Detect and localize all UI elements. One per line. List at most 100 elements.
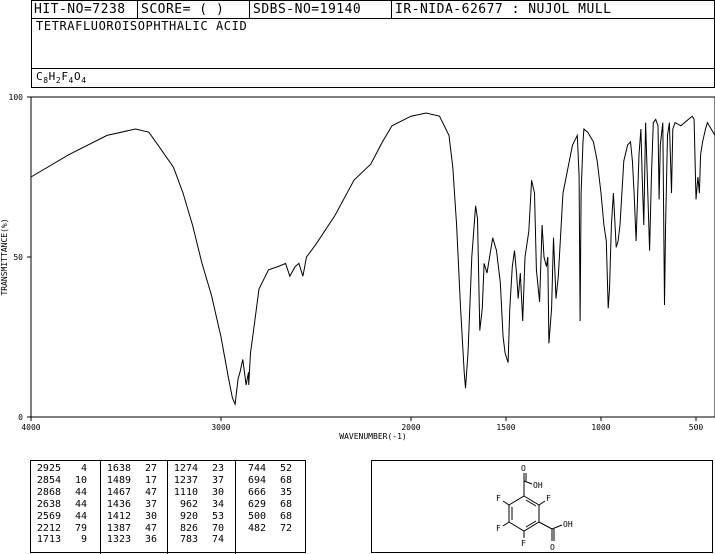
peak-row: 629 68	[238, 499, 292, 511]
peak-transmittance: 37	[211, 474, 224, 486]
peak-transmittance: 30	[144, 510, 157, 522]
header-divider	[31, 18, 715, 19]
peak-row: 1436 37	[103, 499, 157, 511]
peak-row: 1274 23	[170, 463, 224, 475]
peak-transmittance: 35	[279, 486, 292, 498]
atom-label: OH	[563, 520, 573, 529]
atom-label: F	[546, 494, 551, 503]
peak-row: 2638 44	[33, 499, 87, 511]
benzene-ring	[508, 495, 540, 532]
peak-row: 744 52	[238, 463, 292, 475]
structure-drawing: O OH F F F F O OH	[496, 464, 573, 552]
header-divider	[137, 1, 138, 18]
peak-transmittance: 72	[279, 522, 292, 534]
peak-transmittance: 79	[74, 522, 87, 534]
peak-wavenumber: 2569	[36, 510, 61, 522]
peak-row: 500 68	[238, 511, 292, 523]
atom-label: O	[521, 464, 526, 473]
peak-transmittance: 34	[211, 498, 224, 510]
peak-transmittance: 17	[144, 474, 157, 486]
atom-label: F	[496, 494, 501, 503]
peak-row: 1237 37	[170, 475, 224, 487]
inner-bond	[525, 499, 537, 507]
x-axis-label: WAVENUMBER(-1)	[339, 432, 406, 441]
peak-wavenumber: 1638	[106, 463, 131, 474]
peak-transmittance: 53	[211, 510, 224, 522]
peak-wavenumber: 2212	[36, 522, 61, 534]
peak-transmittance: 4	[80, 463, 87, 474]
table-divider	[167, 461, 168, 554]
inner-bond	[525, 520, 537, 528]
sdbs-number: SDBS-NO=19140	[253, 2, 362, 17]
peak-row: 1467 47	[103, 487, 157, 499]
peak-row: 1387 47	[103, 523, 157, 535]
peak-wavenumber: 1489	[106, 474, 131, 486]
atom-label: F	[521, 539, 526, 548]
peak-transmittance: 52	[279, 463, 292, 474]
ir-code: IR-NIDA-62677 : NUJOL MULL	[395, 2, 612, 17]
peak-transmittance: 23	[211, 463, 224, 474]
peak-table: 2925 4 2854 10 2868 44 2638 44 2569 44 2212 79 1713 9…	[30, 460, 306, 554]
peak-transmittance: 47	[144, 522, 157, 534]
table-divider	[100, 461, 101, 554]
x-axis-ticks: 4000 3000 2000 1500 1000 500	[21, 417, 703, 432]
bond	[551, 524, 563, 530]
peak-wavenumber: 629	[247, 498, 266, 510]
peak-transmittance: 70	[211, 522, 224, 534]
peak-row: 1110 30	[170, 487, 224, 499]
peak-wavenumber: 1110	[173, 486, 198, 498]
hit-number: HIT-NO=7238	[34, 2, 126, 17]
peak-transmittance: 68	[279, 498, 292, 510]
peak-row: 2212 79	[33, 523, 87, 535]
y-axis-ticks: 0 50 100	[9, 93, 31, 422]
peak-row: 666 35	[238, 487, 292, 499]
peak-wavenumber: 962	[179, 498, 198, 510]
peak-row: 2925 4	[33, 463, 87, 475]
peak-wavenumber: 1467	[106, 486, 131, 498]
peak-row: 1412 30	[103, 511, 157, 523]
compound-formula: C8H2F4O4	[36, 70, 87, 86]
x-tick-label: 1000	[591, 423, 610, 432]
x-tick-label: 4000	[21, 423, 40, 432]
peak-wavenumber: 1387	[106, 522, 131, 534]
header-divider	[31, 68, 715, 69]
x-tick-label: 3000	[211, 423, 230, 432]
peak-transmittance: 27	[144, 463, 157, 474]
peak-wavenumber: 920	[179, 510, 198, 522]
peak-wavenumber: 2868	[36, 486, 61, 498]
table-divider	[235, 461, 236, 554]
peak-transmittance: 47	[144, 486, 157, 498]
peak-row: 962 34	[170, 499, 224, 511]
header-divider	[391, 1, 392, 18]
peak-row: 920 53	[170, 511, 224, 523]
peak-wavenumber: 500	[247, 510, 266, 522]
peak-column: 744 52 694 68 666 35 629 68 500 68 482 72	[238, 463, 292, 534]
peak-wavenumber: 1274	[173, 463, 198, 474]
peak-transmittance: 37	[144, 498, 157, 510]
peak-column: 1274 23 1237 37 1110 30 962 34 920 53 826 70 783 74	[170, 463, 224, 546]
peak-row: 1323 36	[103, 534, 157, 546]
peak-wavenumber: 482	[247, 522, 266, 534]
peak-row: 783 74	[170, 534, 224, 546]
bond	[538, 500, 546, 506]
atom-label: F	[496, 524, 501, 533]
atom-label: O	[550, 543, 555, 552]
peak-wavenumber: 666	[247, 486, 266, 498]
structure-box: O OH F F F F O OH	[371, 460, 713, 553]
peak-transmittance: 44	[74, 486, 87, 498]
bond	[523, 480, 533, 485]
plot-frame	[30, 96, 715, 418]
peak-row: 1638 27	[103, 463, 157, 475]
peak-wavenumber: 826	[179, 522, 198, 534]
x-tick-label: 1500	[496, 423, 515, 432]
spectrum-line	[30, 112, 715, 407]
peak-wavenumber: 1412	[106, 510, 131, 522]
y-tick-label: 100	[9, 93, 24, 102]
peak-row: 2868 44	[33, 487, 87, 499]
peak-row: 694 68	[238, 475, 292, 487]
peak-transmittance: 68	[279, 510, 292, 522]
peak-transmittance: 10	[74, 474, 87, 486]
y-axis-label: TRANSMITTANCE(%)	[0, 218, 9, 295]
peak-wavenumber: 2638	[36, 498, 61, 510]
peak-transmittance: 44	[74, 498, 87, 510]
